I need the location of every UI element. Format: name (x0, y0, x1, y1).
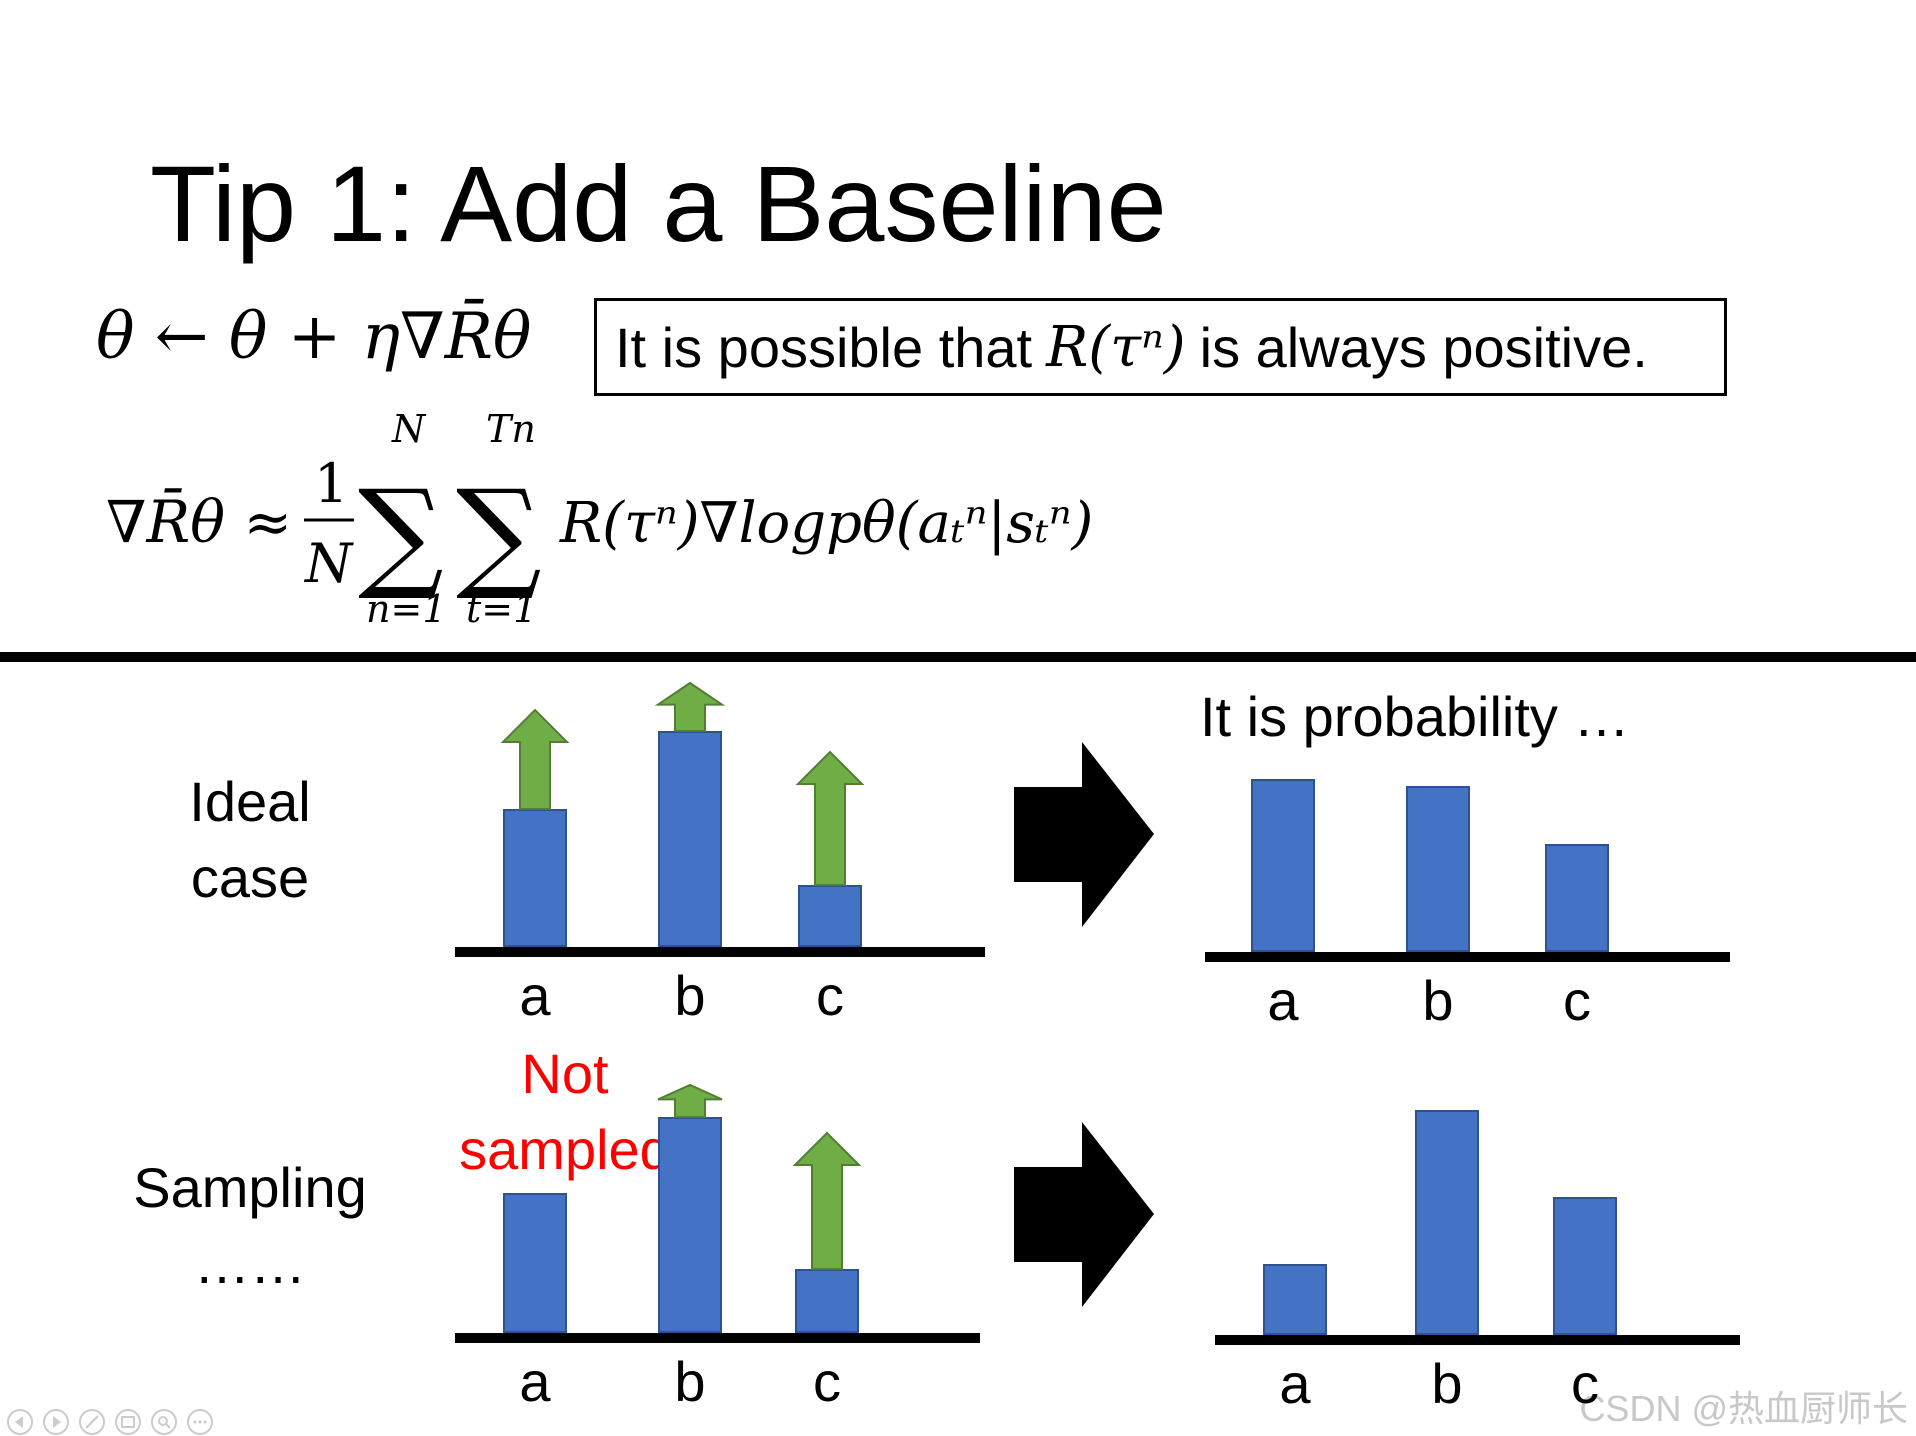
right-arrow-icon (1014, 1122, 1154, 1307)
category-label-c: c (1563, 969, 1591, 1032)
sum2-upper: Tn (486, 407, 536, 451)
not-sampled-line2: sampled (459, 1118, 671, 1181)
bar-b (1415, 1110, 1479, 1335)
bar-b (658, 1117, 722, 1333)
axis-line (455, 947, 985, 957)
category-label-b: b (1422, 969, 1454, 1032)
up-arrow-icon (795, 750, 865, 886)
note-text-before: It is possible that (615, 315, 1033, 379)
row-label-sampling-line2: …… (194, 1232, 306, 1295)
note-text-after: is always positive. (1199, 315, 1648, 379)
row-label-sampling-line1: Sampling (133, 1156, 367, 1219)
sum-symbol-1: ∑ (358, 465, 444, 604)
right-arrow-icon (1014, 742, 1154, 927)
bar-a (1263, 1264, 1327, 1335)
category-label-a: a (1267, 969, 1299, 1032)
bar-a (1251, 779, 1315, 952)
bar-b (1406, 786, 1470, 952)
bar-c (1553, 1197, 1617, 1335)
axis-line (1205, 952, 1730, 962)
gradient-lhs: ∇R̄θ ≈ (106, 487, 292, 556)
bar-a (503, 1193, 567, 1333)
bar-c (798, 885, 862, 947)
row-label-sampling: Sampling …… (110, 1150, 390, 1302)
category-label-b: b (674, 1350, 706, 1413)
category-label-c: c (813, 1350, 841, 1413)
note-math: R(τⁿ) (1046, 314, 1186, 380)
section-divider (0, 652, 1916, 662)
not-sampled-annotation: Not sampled (440, 1036, 690, 1188)
gradient-equation: ∇R̄θ ≈ 1 N ∑ N n=1 ∑ Tn t=1 R(τⁿ)∇logpθ(… (106, 407, 1093, 631)
update-equation: θ ← θ + η∇R̄θ (96, 300, 532, 374)
slide-title: Tip 1: Add a Baseline (150, 143, 1167, 264)
row-label-ideal: Ideal case (150, 764, 350, 916)
sum1-upper: N (391, 407, 427, 451)
more-icon[interactable] (187, 1409, 213, 1435)
next-slide-icon[interactable] (43, 1409, 69, 1435)
up-arrow-icon (500, 708, 570, 810)
category-label-c: c (1571, 1352, 1599, 1415)
bar-b (658, 731, 722, 947)
watermark: CSDN @热血厨师长 (1579, 1388, 1908, 1429)
category-label-b: b (1431, 1352, 1463, 1415)
bar-a (503, 809, 567, 947)
up-arrow-icon (792, 1131, 862, 1270)
category-label-a: a (519, 964, 551, 1027)
note-box: It is possible that R(τⁿ) is always posi… (594, 298, 1727, 396)
sum-symbol-2: ∑ (456, 465, 542, 604)
slide-nav-toolbar (7, 1409, 213, 1435)
up-arrow-icon (657, 1083, 723, 1118)
slides-icon[interactable] (115, 1409, 141, 1435)
pen-icon[interactable] (79, 1409, 105, 1435)
fraction-denominator: N (303, 532, 354, 595)
category-label-b: b (674, 964, 706, 1027)
axis-line (1215, 1335, 1740, 1345)
prev-slide-icon[interactable] (7, 1409, 33, 1435)
row-label-ideal-line2: case (190, 846, 310, 909)
bar-c (1545, 844, 1609, 952)
fraction-numerator: 1 (314, 452, 348, 515)
zoom-icon[interactable] (151, 1409, 177, 1435)
result-title: It is probability … (1200, 685, 1630, 748)
axis-line (455, 1333, 980, 1343)
category-label-a: a (519, 1350, 551, 1413)
bar-c (795, 1269, 859, 1333)
category-label-a: a (1279, 1352, 1311, 1415)
gradient-body: R(τⁿ)∇logpθ(aₜⁿ|sₜⁿ) (559, 491, 1093, 556)
not-sampled-line1: Not (521, 1042, 609, 1105)
category-label-c: c (816, 964, 844, 1027)
row-label-ideal-line1: Ideal (189, 770, 311, 833)
sum2-lower: t=1 (466, 587, 537, 631)
sum1-lower: n=1 (366, 587, 447, 631)
up-arrow-icon (654, 681, 726, 732)
